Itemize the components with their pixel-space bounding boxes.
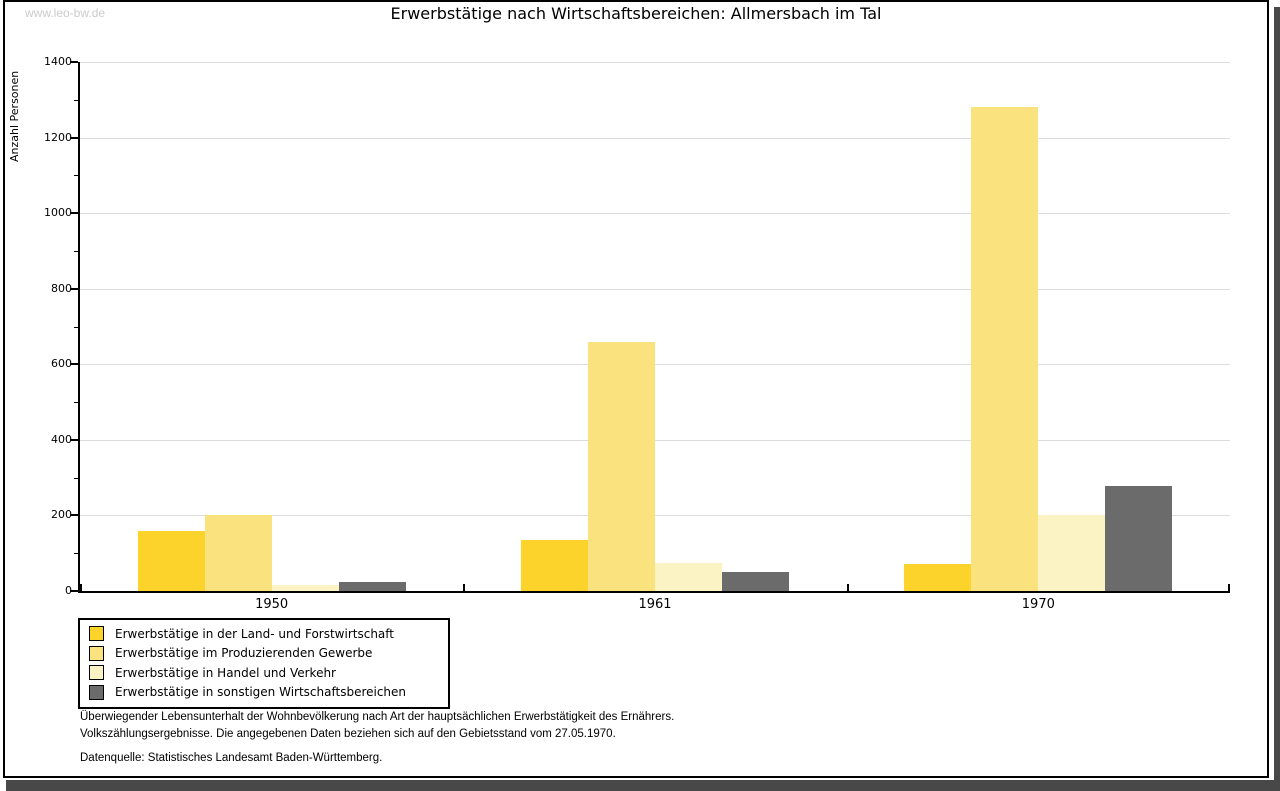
x-tick-boundary-3 xyxy=(1228,584,1230,591)
y-tick-major-600 xyxy=(70,363,78,366)
bar-1950-series-1 xyxy=(137,531,205,591)
bar-1970-series-4 xyxy=(1105,486,1173,591)
legend-swatch-2 xyxy=(89,645,104,661)
legend-item-2: Erwerbstätige im Produzierenden Gewerbe xyxy=(80,644,448,664)
legend-label-1: Erwerbstätige in der Land- und Forstwirt… xyxy=(115,626,394,641)
y-tick-label-1200: 1200 xyxy=(44,130,72,144)
footnote-line-1: Überwiegender Lebensunterhalt der Wohnbe… xyxy=(80,711,675,723)
y-tick-label-400: 400 xyxy=(51,432,72,446)
bar-1970-series-1 xyxy=(904,564,972,591)
legend-swatch-1 xyxy=(89,626,104,642)
y-tick-major-0 xyxy=(70,590,78,592)
chart-title: Erwerbstätige nach Wirtschaftsbereichen:… xyxy=(390,4,882,23)
gridline-y-800 xyxy=(80,288,1230,290)
y-tick-major-400 xyxy=(70,438,78,441)
y-tick-minor-300 xyxy=(74,477,78,479)
x-tick-boundary-1 xyxy=(463,584,466,591)
x-axis-label-1950: 1950 xyxy=(255,597,289,612)
y-tick-major-200 xyxy=(70,514,78,517)
bar-1961-series-2 xyxy=(588,342,655,591)
bar-1961-series-1 xyxy=(521,540,588,591)
legend-item-1: Erwerbstätige in der Land- und Forstwirt… xyxy=(80,624,448,644)
y-tick-label-600: 600 xyxy=(51,357,72,371)
site-watermark: www.leo-bw.de xyxy=(25,6,106,20)
legend-box: Erwerbstätige in der Land- und Forstwirt… xyxy=(78,618,450,709)
y-tick-major-1200 xyxy=(70,136,78,139)
legend-label-3: Erwerbstätige in Handel und Verkehr xyxy=(115,665,336,680)
bar-1961-series-3 xyxy=(655,563,722,591)
gridline-y-200 xyxy=(80,515,1230,517)
gridline-y-1400 xyxy=(80,62,1230,63)
legend-label-2: Erwerbstätige im Produzierenden Gewerbe xyxy=(115,646,373,661)
y-tick-minor-100 xyxy=(74,553,78,555)
y-tick-label-800: 800 xyxy=(51,281,72,295)
bar-1970-series-3 xyxy=(1038,515,1106,591)
y-tick-label-0: 0 xyxy=(65,584,72,597)
y-axis-title: Anzahl Personen xyxy=(8,70,21,162)
gridline-y-1000 xyxy=(80,213,1230,215)
plot-area: 0 200 400 600 800 1000 1200 1400 1950 1961 1970 xyxy=(44,55,1230,612)
page-shadow-bottom xyxy=(6,780,1280,791)
x-tick-boundary-0 xyxy=(80,584,82,591)
y-tick-major-800 xyxy=(70,287,78,290)
y-tick-major-1400 xyxy=(70,61,78,63)
y-tick-minor-1300 xyxy=(74,99,78,101)
y-tick-minor-900 xyxy=(74,250,78,252)
data-source-line: Datenquelle: Statistisches Landesamt Bad… xyxy=(80,752,383,764)
y-tick-label-1000: 1000 xyxy=(44,206,72,220)
gridline-y-400 xyxy=(80,439,1230,441)
y-tick-minor-500 xyxy=(74,402,78,404)
bar-1970-series-2 xyxy=(971,107,1039,591)
y-tick-minor-700 xyxy=(74,326,78,328)
gridline-y-600 xyxy=(80,364,1230,366)
x-axis-label-1970: 1970 xyxy=(1021,597,1055,612)
legend-item-3: Erwerbstätige in Handel und Verkehr xyxy=(80,663,448,683)
bar-1950-series-3 xyxy=(271,585,339,591)
x-axis-label-1961: 1961 xyxy=(638,597,672,612)
y-tick-label-200: 200 xyxy=(51,508,72,522)
y-tick-label-1400: 1400 xyxy=(44,55,72,68)
y-tick-minor-1100 xyxy=(74,175,78,177)
bar-1961-series-4 xyxy=(722,572,789,591)
legend-swatch-3 xyxy=(89,665,104,681)
bar-1950-series-4 xyxy=(338,582,406,591)
legend-swatch-4 xyxy=(89,684,104,700)
bar-1950-series-2 xyxy=(204,515,272,591)
footnote-line-2: Volkszählungsergebnisse. Die angegebenen… xyxy=(80,727,616,740)
gridline-y-1200 xyxy=(80,137,1230,139)
legend-label-4: Erwerbstätige in sonstigen Wirtschaftsbe… xyxy=(115,685,407,700)
footnote-block: Überwiegender Lebensunterhalt der Wohnbe… xyxy=(80,709,674,767)
legend-item-4: Erwerbstätige in sonstigen Wirtschaftsbe… xyxy=(80,683,448,703)
page-shadow-right xyxy=(1274,7,1280,791)
x-tick-boundary-2 xyxy=(846,584,849,591)
y-tick-major-1000 xyxy=(70,212,78,215)
